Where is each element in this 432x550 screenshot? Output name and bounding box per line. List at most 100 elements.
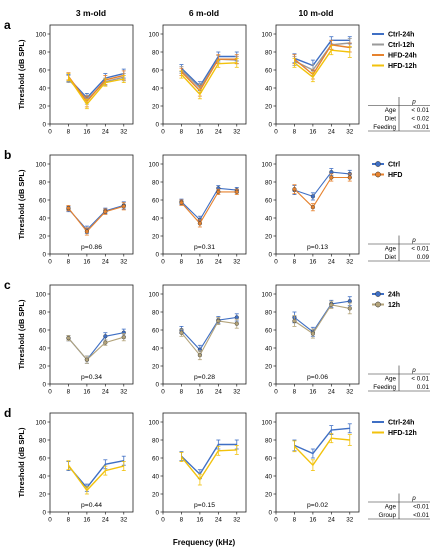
x-tick-label: 32 — [233, 517, 241, 524]
y-tick-label: 0 — [155, 381, 159, 388]
stats-table: p Age < 0.01 Diet < 0.02 Feeding <0.01 — [368, 97, 430, 132]
y-tick-label: 80 — [265, 437, 273, 444]
x-tick-label: 24 — [328, 259, 336, 266]
series-line-hfd-24h — [180, 58, 237, 92]
data-point — [197, 221, 202, 226]
data-point — [347, 306, 352, 311]
stats-value: <0.01 — [413, 503, 429, 510]
x-tick-label: 24 — [328, 129, 336, 136]
legend-label: Ctrl-24h — [388, 32, 414, 39]
x-tick-label: 32 — [233, 129, 241, 136]
data-point — [84, 229, 89, 234]
y-tick-label: 80 — [265, 309, 273, 316]
legend: Ctrl-24h HFD-12h — [372, 420, 417, 437]
plot-frame — [275, 412, 360, 513]
y-tick-label: 100 — [261, 31, 272, 38]
x-tick-label: 8 — [180, 129, 184, 136]
x-tick-label: 16 — [309, 129, 317, 136]
plot-frame — [49, 24, 134, 125]
subplot-d-2: 0 20 40 60 80 100 0 8 16 24 32 p=0.15 — [148, 412, 247, 524]
y-tick-label: 60 — [152, 455, 160, 462]
y-axis-label: Threshold (dB SPL) — [17, 427, 26, 498]
p-value-annotation: p=0.44 — [81, 502, 102, 509]
y-axis-label: Threshold (dB SPL) — [17, 169, 26, 240]
data-point — [66, 336, 71, 341]
data-point — [103, 340, 108, 345]
series-line-ctrl-24h — [180, 55, 237, 88]
x-tick-label: 32 — [346, 259, 354, 266]
x-tick-label: 24 — [328, 389, 336, 396]
series-line-ctrl — [294, 171, 350, 198]
x-tick-label: 16 — [309, 389, 317, 396]
x-tick-label: 16 — [83, 259, 91, 266]
series-line-ctrl-24h — [294, 39, 350, 67]
legend: Ctrl HFD — [372, 161, 402, 179]
p-value-annotation: p=0.28 — [194, 374, 215, 381]
legend-label: HFD — [388, 172, 402, 179]
p-value-annotation: p=0.13 — [307, 244, 328, 251]
subplot-c-3: 0 20 40 60 80 100 0 8 16 24 32 p=0.06 — [261, 284, 360, 396]
stats-value: 0.09 — [417, 254, 430, 261]
series-line-12h — [181, 320, 237, 357]
y-tick-label: 40 — [265, 215, 273, 222]
data-point — [121, 204, 126, 209]
series-line-24h — [181, 316, 237, 351]
x-tick-label: 16 — [83, 129, 91, 136]
y-tick-label: 0 — [268, 121, 272, 128]
stats-value: <0.01 — [413, 512, 429, 519]
subplot-d-3: 0 20 40 60 80 100 0 8 16 24 32 p=0.02 — [261, 412, 360, 524]
x-tick-label: 0 — [161, 389, 165, 396]
data-point — [84, 357, 89, 362]
x-tick-label: 8 — [67, 129, 71, 136]
subplot-a-2: 0 20 40 60 80 100 0 8 16 24 32 — [148, 24, 247, 136]
series-line-12h — [68, 336, 124, 361]
data-point — [347, 299, 352, 304]
series-line-hfd — [181, 191, 237, 225]
legend-label: HFD-12h — [388, 430, 417, 437]
y-tick-label: 100 — [35, 161, 46, 168]
column-title-6m: 6 m-old — [189, 8, 219, 18]
series-line-hfd-24h — [67, 74, 124, 103]
legend-marker — [375, 291, 381, 297]
x-tick-label: 24 — [102, 517, 110, 524]
y-tick-label: 40 — [265, 345, 273, 352]
x-tick-label: 8 — [293, 389, 297, 396]
subplot-c-2: 0 20 40 60 80 100 0 8 16 24 32 p=0.28 — [148, 284, 247, 396]
x-tick-label: 0 — [274, 517, 278, 524]
data-point — [347, 175, 352, 180]
x-tick-label: 16 — [83, 389, 91, 396]
x-tick-label: 24 — [102, 389, 110, 396]
y-tick-label: 0 — [155, 509, 159, 516]
y-tick-label: 40 — [152, 345, 160, 352]
data-point — [103, 334, 108, 339]
x-tick-label: 24 — [215, 389, 223, 396]
series-line-hfd-12h — [180, 62, 237, 96]
x-tick-label: 0 — [274, 259, 278, 266]
y-tick-label: 60 — [265, 455, 273, 462]
legend: Ctrl-24h Ctrl-12h HFD-24h HFD-12h — [372, 32, 417, 70]
x-tick-label: 24 — [102, 129, 110, 136]
y-tick-label: 40 — [39, 85, 47, 92]
panel-letter: d — [4, 406, 11, 420]
stats-value: < 0.02 — [411, 115, 429, 122]
x-tick-label: 24 — [328, 517, 336, 524]
stats-factor: Diet — [385, 115, 396, 122]
x-tick-label: 0 — [274, 389, 278, 396]
x-tick-label: 32 — [120, 517, 128, 524]
plot-frame — [162, 284, 247, 385]
y-tick-label: 100 — [148, 31, 159, 38]
subplot-c-1: 0 20 40 60 80 100 0 8 16 24 32 p=0.34 — [35, 284, 134, 396]
series-line-hfd-12h — [67, 464, 124, 492]
y-tick-label: 100 — [261, 161, 272, 168]
x-tick-label: 8 — [67, 517, 71, 524]
stats-factor: Group — [378, 512, 396, 519]
plot-frame — [275, 24, 360, 125]
x-tick-label: 8 — [293, 129, 297, 136]
series-line-24h — [294, 300, 350, 333]
stats-header: p — [411, 99, 416, 106]
data-point — [292, 187, 297, 192]
x-tick-label: 8 — [180, 389, 184, 396]
panel-letter: a — [4, 18, 11, 32]
y-tick-label: 40 — [152, 85, 160, 92]
